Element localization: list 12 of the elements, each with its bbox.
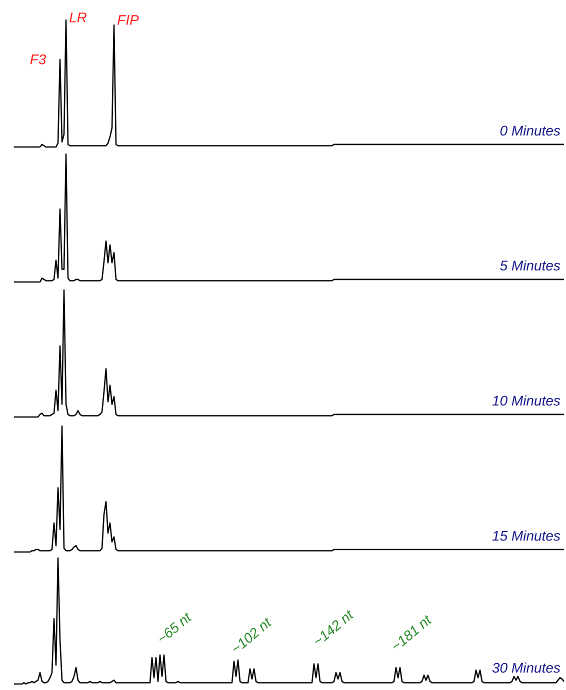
annotation: ~142 nt (316, 610, 354, 644)
annotation: LR (69, 12, 87, 22)
text: 15 Minutes (492, 530, 560, 541)
annotation: ~65 nt (160, 612, 192, 641)
annotation: ~181 nt (394, 615, 432, 648)
text: 5 Minutes (500, 260, 560, 270)
text: 30 Minutes (492, 662, 560, 673)
annotation: ~102 nt (234, 618, 272, 651)
text: 0 Minutes (500, 125, 560, 136)
annotation: F3 (30, 54, 46, 64)
annotation: FIP (118, 15, 139, 25)
text: 10 Minutes (492, 395, 560, 406)
